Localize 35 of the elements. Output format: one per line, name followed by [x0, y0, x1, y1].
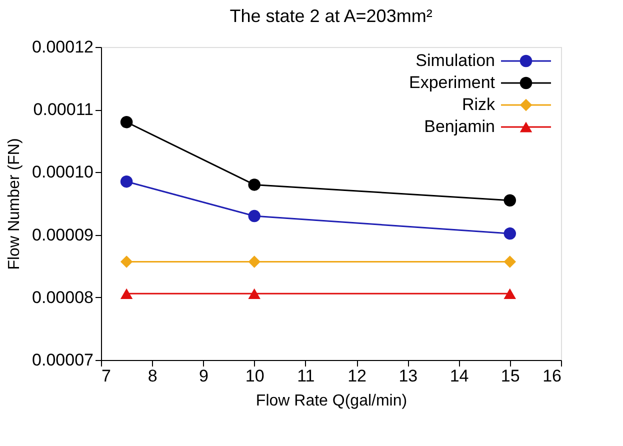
y-tick-label: 0.00008: [32, 288, 94, 307]
point: [504, 256, 516, 268]
x-tick-label: 7: [102, 366, 111, 386]
x-tick-label: 13: [398, 366, 418, 386]
legend-label: Simulation: [416, 51, 495, 70]
point: [504, 288, 516, 299]
x-tick-label: 15: [500, 366, 520, 386]
legend-label: Experiment: [409, 73, 496, 92]
legend-label: Benjamin: [424, 117, 495, 136]
x-tick-label: 8: [148, 366, 158, 386]
point: [248, 256, 260, 268]
point: [120, 256, 133, 268]
point: [504, 227, 516, 240]
x-axis-title: Flow Rate Q(gal/min): [256, 392, 408, 410]
y-tick-label: 0.00009: [32, 225, 94, 244]
x-tick-label: 12: [348, 366, 367, 386]
point: [504, 194, 516, 206]
x-tick-label: 14: [450, 366, 469, 386]
point: [120, 175, 133, 188]
x-tick-label: 16: [542, 366, 562, 386]
legend-label: Rizk: [462, 95, 496, 114]
chart-title: The state 2 at A=203mm²: [230, 6, 432, 26]
y-axis-title: Flow Number (FN): [6, 138, 24, 270]
point: [120, 116, 133, 128]
point: [248, 288, 260, 299]
y-tick-label: 0.00012: [32, 38, 94, 56]
point: [248, 178, 260, 191]
y-tick-label: 0.00010: [32, 162, 94, 182]
y-tick-label: 0.00011: [33, 100, 94, 120]
y-tick-label: 0.00007: [32, 350, 94, 370]
x-tick-label: 9: [198, 366, 208, 386]
point: [248, 210, 260, 222]
x-tick-label: 10: [245, 366, 264, 386]
x-tick-label: 11: [297, 366, 315, 386]
point: [120, 288, 133, 299]
